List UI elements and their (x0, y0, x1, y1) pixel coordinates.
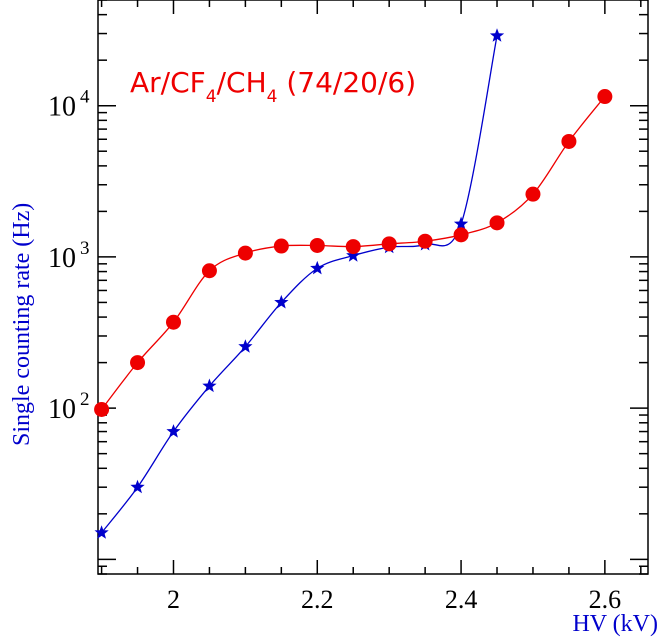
x-tick-label: 2.6 (589, 585, 622, 614)
data-point-circle (489, 215, 505, 231)
plot-frame (97, 0, 649, 575)
data-point-circle (561, 133, 577, 149)
x-tick-label: 2.2 (301, 585, 334, 614)
data-point-star (346, 248, 361, 262)
x-axis-title: HV (kV) (572, 611, 658, 637)
series-layer (94, 28, 613, 539)
data-point-star (489, 28, 505, 42)
y-tick-label: 10 3 (48, 238, 90, 274)
data-point-circle (273, 238, 289, 254)
data-point-star (166, 424, 181, 438)
data-point-star (130, 479, 145, 494)
data-point-circle (345, 239, 361, 255)
data-point-circle (201, 263, 217, 279)
y-tick-label: 10 2 (48, 389, 90, 425)
data-point-circle (94, 401, 110, 417)
data-point-circle (130, 355, 146, 371)
y-tick-label: 10 4 (48, 87, 90, 123)
data-point-star (94, 525, 109, 539)
series-line (101, 35, 498, 534)
data-point-star (238, 339, 253, 353)
series-stars (94, 28, 505, 539)
data-point-circle (597, 89, 613, 105)
x-tick-label: 2 (167, 585, 180, 614)
data-point-star (310, 260, 325, 275)
data-point-circle (525, 186, 541, 202)
series-circles (94, 89, 613, 417)
data-point-star (274, 294, 289, 309)
data-point-circle (417, 233, 433, 249)
y-axis-title: Single counting rate (Hz) (9, 203, 35, 446)
x-tick-label: 2.4 (445, 585, 478, 614)
data-point-circle (165, 314, 181, 330)
data-point-circle (237, 245, 253, 261)
data-point-star (453, 216, 469, 231)
data-point-circle (309, 237, 325, 253)
data-point-circle (453, 227, 469, 243)
legend-label: Ar/CF4/CH4 (74/20/6) (130, 66, 416, 107)
data-point-circle (381, 236, 397, 252)
data-point-star (202, 378, 217, 393)
